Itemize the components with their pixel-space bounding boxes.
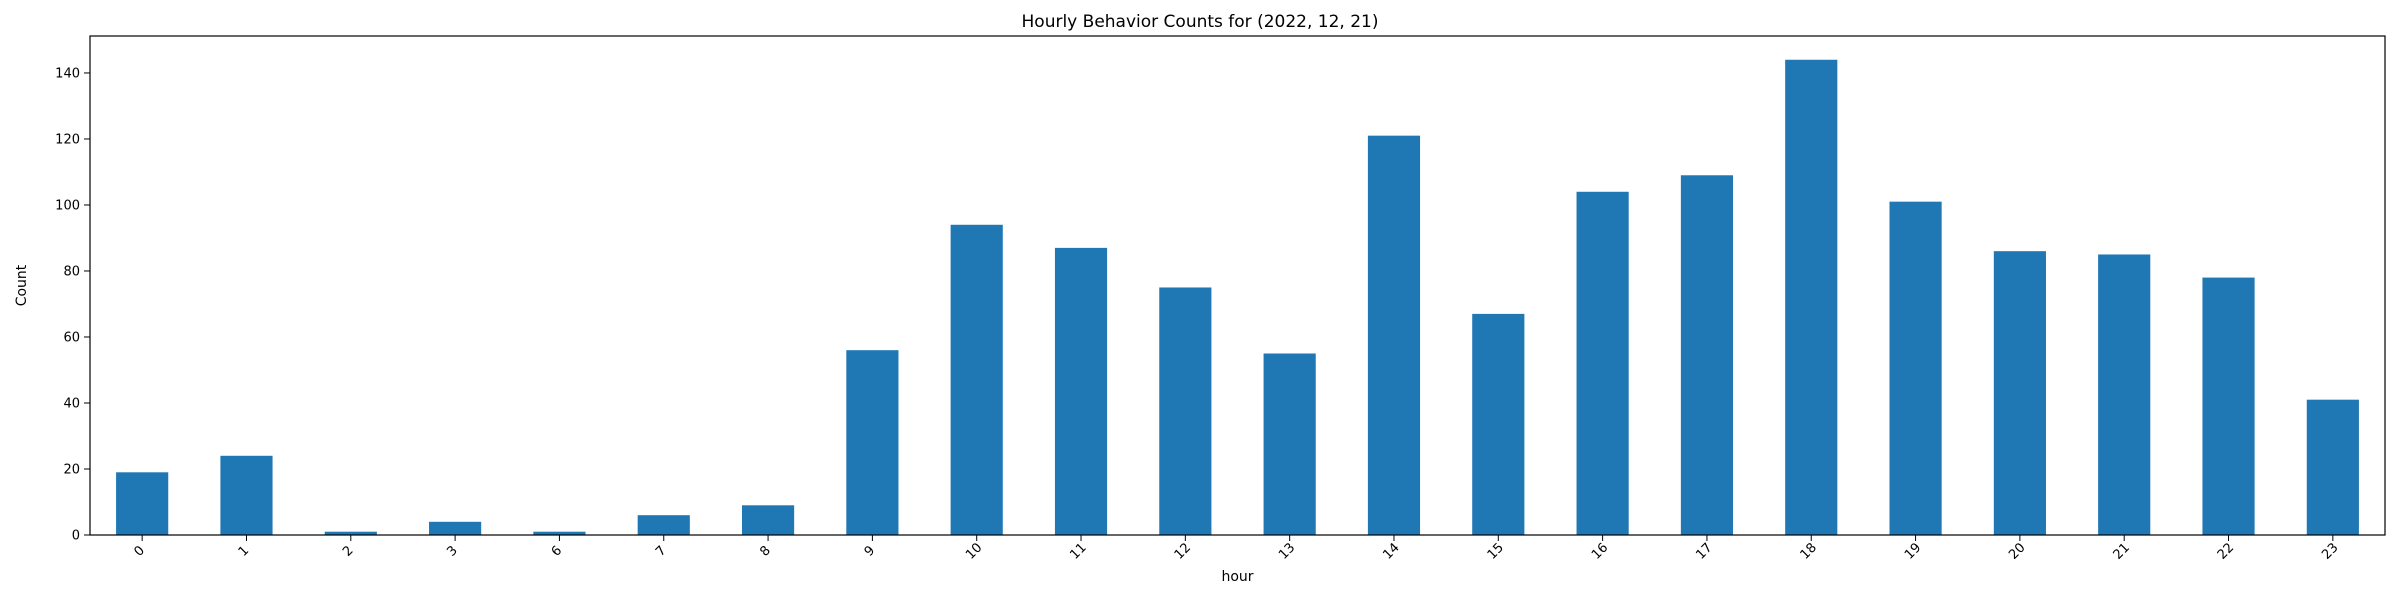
x-tick-label: 7 [653, 543, 669, 559]
bar-hour-19 [1889, 201, 1942, 535]
bar-hour-11 [1054, 247, 1108, 535]
chart-title: Hourly Behavior Counts for (2022, 12, 21… [1022, 12, 1379, 32]
x-tick-label: 12 [1172, 540, 1194, 562]
x-tick-label: 19 [1902, 540, 1924, 562]
bar-hour-7 [637, 515, 690, 535]
bars [116, 59, 2359, 536]
x-tick-label: 6 [549, 543, 565, 559]
y-tick-label: 120 [55, 132, 80, 147]
x-axis: 0 1 2 3 6 7 8 9 10 11 12 13 14 15 16 17 18 19 20 21 22 23 [131, 535, 2342, 563]
bar-hour-14 [1367, 135, 1421, 536]
x-tick-label: 17 [1693, 540, 1715, 562]
x-tick-label: 20 [2006, 540, 2028, 562]
y-tick-label: 100 [55, 198, 80, 213]
x-axis-label: hour [1221, 569, 1253, 585]
bar-hour-22 [2202, 277, 2255, 535]
x-tick-label: 21 [2111, 540, 2133, 562]
bar-hour-21 [2098, 254, 2151, 535]
x-tick-label: 10 [963, 540, 985, 562]
bar-hour-15 [1472, 313, 1525, 535]
bar-hour-9 [846, 350, 899, 535]
x-tick-label: 3 [444, 543, 460, 559]
x-tick-label: 0 [131, 543, 147, 559]
x-tick-label: 13 [1276, 540, 1298, 562]
bar-hour-2 [324, 531, 377, 535]
y-tick-label: 80 [63, 264, 80, 279]
bar-hour-6 [533, 531, 586, 535]
x-tick-label: 1 [236, 543, 252, 559]
y-tick-label: 40 [63, 396, 80, 411]
y-tick-label: 60 [63, 330, 80, 345]
x-tick-label: 23 [2319, 540, 2341, 562]
x-tick-label: 8 [757, 543, 773, 559]
bar-hour-20 [1993, 251, 2046, 535]
bar-hour-16 [1576, 191, 1629, 535]
bar-hour-17 [1680, 175, 1734, 535]
bar-hour-10 [950, 224, 1003, 535]
bar-hour-8 [741, 505, 795, 535]
bar-hour-23 [2306, 399, 2359, 535]
plot-frame [89, 35, 2386, 536]
bar-hour-1 [220, 455, 273, 535]
y-axis-label: Count [14, 264, 30, 306]
bar-hour-12 [1159, 287, 1212, 535]
x-tick-label: 22 [2215, 540, 2237, 562]
x-tick-label: 2 [340, 543, 356, 559]
bar-hour-18 [1785, 59, 1838, 536]
y-tick-label: 140 [55, 66, 80, 81]
y-tick-label: 0 [72, 529, 80, 544]
bar-hour-13 [1263, 353, 1316, 535]
x-tick-label: 15 [1485, 540, 1507, 562]
x-tick-label: 11 [1067, 540, 1089, 562]
bar-hour-0 [116, 472, 169, 535]
x-tick-label: 14 [1380, 540, 1402, 562]
y-tick-label: 20 [63, 462, 80, 477]
x-tick-label: 16 [1589, 540, 1611, 562]
x-tick-label: 18 [1798, 540, 1820, 562]
y-axis: 0 20 40 60 80 100 120 140 [55, 66, 90, 544]
x-tick-label: 9 [862, 543, 878, 559]
bar-hour-3 [429, 521, 482, 535]
